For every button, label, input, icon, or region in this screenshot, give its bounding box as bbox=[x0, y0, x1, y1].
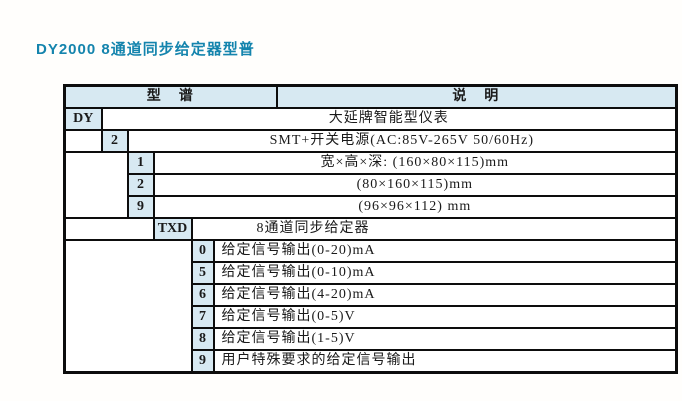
desc-cell: 给定信号输出(4-20)mA bbox=[212, 283, 678, 307]
code-cell-out-5: 5 bbox=[190, 261, 215, 285]
code-cell-out-6: 6 bbox=[190, 283, 215, 307]
code-cell-power: 2 bbox=[100, 129, 129, 153]
table-row: 9 用户特殊要求的给定信号输出 bbox=[65, 349, 678, 374]
desc-cell: 给定信号输出(0-5)V bbox=[212, 305, 678, 329]
desc-cell: (80×160×115)mm bbox=[152, 173, 678, 197]
desc-cell: (96×96×112) mm bbox=[152, 195, 678, 219]
table-row: 9 (96×96×112) mm bbox=[65, 195, 678, 219]
table-row: DY 大延牌智能型仪表 bbox=[63, 107, 678, 131]
code-cell-dy: DY bbox=[63, 107, 103, 131]
table-row: 5 给定信号输出(0-10)mA bbox=[65, 261, 678, 285]
model-spectrum-table: 型 谱 说 明 DY 大延牌智能型仪表 2 SMT+开关电源(AC:85V-26… bbox=[63, 84, 679, 374]
table-row: TXD 8通道同步给定器 bbox=[63, 217, 678, 241]
code-cell-out-0: 0 bbox=[190, 239, 215, 263]
desc-cell: 给定信号输出(0-10)mA bbox=[212, 261, 678, 285]
spacer-cell bbox=[63, 217, 155, 241]
desc-cell: 给定信号输出(1-5)V bbox=[212, 327, 678, 351]
desc-cell: 大延牌智能型仪表 bbox=[100, 107, 678, 131]
code-cell-size-1: 1 bbox=[126, 151, 155, 175]
header-description: 说 明 bbox=[275, 84, 678, 109]
page-title: DY2000 8通道同步给定器型普 bbox=[36, 41, 255, 58]
table-row: 7 给定信号输出(0-5)V bbox=[65, 305, 678, 329]
table-row: 6 给定信号输出(4-20)mA bbox=[65, 283, 678, 307]
code-cell-size-2: 2 bbox=[126, 173, 155, 197]
table-row: 2 (80×160×115)mm bbox=[65, 173, 678, 197]
code-cell-txd: TXD bbox=[152, 217, 193, 241]
header-row: 型 谱 说 明 bbox=[63, 84, 678, 109]
desc-cell: SMT+开关电源(AC:85V-265V 50/60Hz) bbox=[126, 129, 678, 153]
table-row: 1 宽×高×深: (160×80×115)mm bbox=[63, 151, 678, 219]
spacer-cell bbox=[63, 129, 103, 153]
desc-cell: 8通道同步给定器 bbox=[190, 217, 678, 241]
code-cell-size-9: 9 bbox=[126, 195, 155, 219]
table-row: 8 给定信号输出(1-5)V bbox=[65, 327, 678, 351]
header-model-spectrum: 型 谱 bbox=[63, 84, 278, 109]
code-cell-out-9: 9 bbox=[190, 349, 215, 374]
desc-cell: 宽×高×深: (160×80×115)mm bbox=[152, 151, 678, 175]
table-row: 2 SMT+开关电源(AC:85V-265V 50/60Hz) bbox=[63, 129, 678, 153]
code-cell-out-8: 8 bbox=[190, 327, 215, 351]
spacer-cell bbox=[63, 151, 129, 219]
desc-cell: 给定信号输出(0-20)mA bbox=[212, 239, 678, 263]
spacer-cell bbox=[63, 239, 193, 374]
code-cell-out-7: 7 bbox=[190, 305, 215, 329]
desc-cell: 用户特殊要求的给定信号输出 bbox=[212, 349, 678, 374]
table-row: 0 给定信号输出(0-20)mA bbox=[63, 239, 678, 374]
